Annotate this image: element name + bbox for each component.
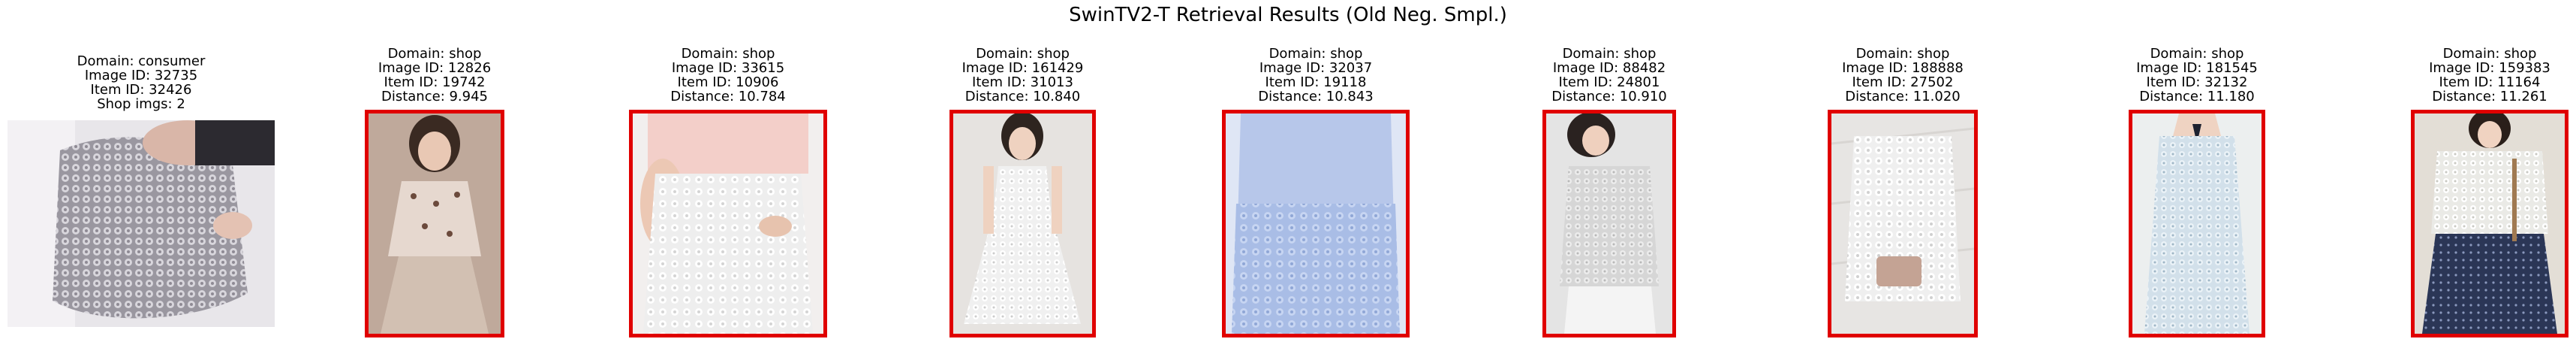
lace-top-navy-skirt-photo-icon [2415, 113, 2565, 334]
lace-skirt-photo-icon [8, 120, 275, 327]
result-image[interactable] [1542, 110, 1676, 337]
white-lace-dress-photo-icon [953, 113, 1092, 334]
result-image-id: Image ID: 12826 [378, 60, 492, 76]
result-item-id: Item ID: 24801 [1558, 74, 1660, 90]
result-image-id: Image ID: 181545 [2136, 60, 2258, 76]
result-domain: Domain: shop [1855, 46, 1950, 62]
result-item-id: Item ID: 32132 [2146, 74, 2248, 90]
result-image[interactable] [629, 110, 827, 337]
query-domain: Domain: consumer [77, 53, 206, 69]
result-image[interactable] [2129, 110, 2265, 337]
result-image[interactable] [1222, 110, 1410, 337]
result-panel: Domain: shop Image ID: 88482 Item ID: 24… [1542, 0, 1676, 342]
result-image[interactable] [365, 110, 504, 337]
result-caption: Domain: shop Image ID: 33615 Item ID: 10… [599, 47, 857, 104]
result-distance: Distance: 11.261 [2432, 89, 2547, 104]
result-caption: Domain: shop Image ID: 181545 Item ID: 3… [2099, 47, 2295, 104]
result-distance: Distance: 10.843 [1258, 89, 1374, 104]
query-caption: Domain: consumer Image ID: 32735 Item ID… [0, 54, 305, 111]
result-caption: Domain: shop Image ID: 159383 Item ID: 1… [2381, 47, 2576, 104]
result-caption: Domain: shop Image ID: 161429 Item ID: 3… [919, 47, 1126, 104]
result-panel: Domain: shop Image ID: 188888 Item ID: 2… [1828, 0, 1978, 342]
result-image[interactable] [1828, 110, 1978, 337]
light-blue-lace-dress-photo-icon [2132, 113, 2262, 334]
result-panel: Domain: shop Image ID: 159383 Item ID: 1… [2411, 0, 2568, 342]
result-distance: Distance: 10.910 [1551, 89, 1667, 104]
result-distance: Distance: 11.020 [1845, 89, 1961, 104]
result-distance: Distance: 9.945 [381, 89, 489, 104]
result-image-id: Image ID: 159383 [2429, 60, 2550, 76]
white-lace-skirt-photo-icon [633, 113, 823, 334]
result-image-id: Image ID: 33615 [671, 60, 785, 76]
result-caption: Domain: shop Image ID: 188888 Item ID: 2… [1798, 47, 2008, 104]
result-domain: Domain: shop [681, 46, 775, 62]
result-image-id: Image ID: 161429 [961, 60, 1084, 76]
result-domain: Domain: shop [387, 46, 482, 62]
result-distance: Distance: 11.180 [2139, 89, 2255, 104]
blue-lace-skirt-photo-icon [1226, 113, 1406, 334]
result-image[interactable] [949, 110, 1096, 337]
result-item-id: Item ID: 11164 [2439, 74, 2541, 90]
query-panel: Domain: consumer Image ID: 32735 Item ID… [8, 0, 275, 342]
result-item-id: Item ID: 19118 [1265, 74, 1367, 90]
result-panel: Domain: shop Image ID: 12826 Item ID: 19… [365, 0, 504, 342]
result-image[interactable] [2411, 110, 2568, 337]
result-image-id: Image ID: 88482 [1552, 60, 1666, 76]
result-domain: Domain: shop [1268, 46, 1363, 62]
result-panel: Domain: shop Image ID: 32037 Item ID: 19… [1222, 0, 1410, 342]
result-panel: Domain: shop Image ID: 161429 Item ID: 3… [949, 0, 1096, 342]
query-item-id: Item ID: 32426 [90, 82, 192, 98]
result-panel: Domain: shop Image ID: 181545 Item ID: 3… [2129, 0, 2265, 342]
dress-photo-icon [369, 113, 501, 334]
query-shop-imgs: Shop imgs: 2 [97, 96, 185, 112]
result-caption: Domain: shop Image ID: 12826 Item ID: 19… [335, 47, 534, 104]
query-image-id: Image ID: 32735 [84, 68, 198, 83]
result-image-id: Image ID: 188888 [1842, 60, 1964, 76]
result-distance: Distance: 10.840 [964, 89, 1081, 104]
result-item-id: Item ID: 10906 [677, 74, 779, 90]
query-image [8, 120, 275, 327]
result-item-id: Item ID: 31013 [972, 74, 1073, 90]
result-domain: Domain: shop [2442, 46, 2537, 62]
result-domain: Domain: shop [2150, 46, 2244, 62]
result-image-id: Image ID: 32037 [1259, 60, 1373, 76]
result-distance: Distance: 10.784 [670, 89, 786, 104]
result-item-id: Item ID: 19742 [384, 74, 486, 90]
result-panel: Domain: shop Image ID: 33615 Item ID: 10… [629, 0, 827, 342]
result-domain: Domain: shop [976, 46, 1070, 62]
result-caption: Domain: shop Image ID: 32037 Item ID: 19… [1192, 47, 1440, 104]
figure-title: SwinTV2-T Retrieval Results (Old Neg. Sm… [1069, 4, 1507, 26]
result-caption: Domain: shop Image ID: 88482 Item ID: 24… [1512, 47, 1706, 104]
result-item-id: Item ID: 27502 [1852, 74, 1954, 90]
result-domain: Domain: shop [1562, 46, 1657, 62]
grey-lace-top-photo-icon [1546, 113, 1672, 334]
white-lace-top-photo-icon [1831, 113, 1974, 334]
